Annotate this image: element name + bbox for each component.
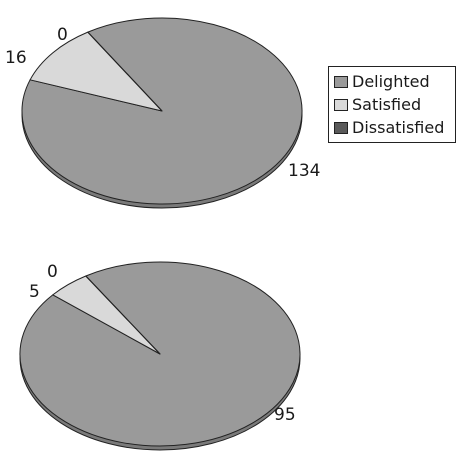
legend-item-satisfied: Satisfied [334, 93, 451, 116]
legend: Delighted Satisfied Dissatisfied [328, 66, 456, 143]
legend-label-satisfied: Satisfied [352, 95, 421, 114]
legend-item-dissatisfied: Dissatisfied [334, 116, 451, 139]
legend-label-dissatisfied: Dissatisfied [352, 118, 444, 137]
data-label-delighted: 134 [288, 161, 320, 181]
data-label-satisfied: 5 [29, 282, 40, 302]
pie-chart-1: 134 16 0 [5, 18, 320, 208]
legend-item-delighted: Delighted [334, 70, 451, 93]
legend-swatch-dissatisfied [334, 122, 348, 134]
data-label-dissatisfied: 0 [57, 25, 68, 45]
legend-label-delighted: Delighted [352, 72, 430, 91]
data-label-delighted: 95 [274, 405, 296, 425]
pie-chart-2: 95 50 [20, 262, 300, 450]
data-label-dissatisfied: 0 [47, 262, 58, 282]
legend-swatch-satisfied [334, 99, 348, 111]
data-label-satisfied: 16 [5, 48, 27, 68]
legend-swatch-delighted [334, 76, 348, 88]
